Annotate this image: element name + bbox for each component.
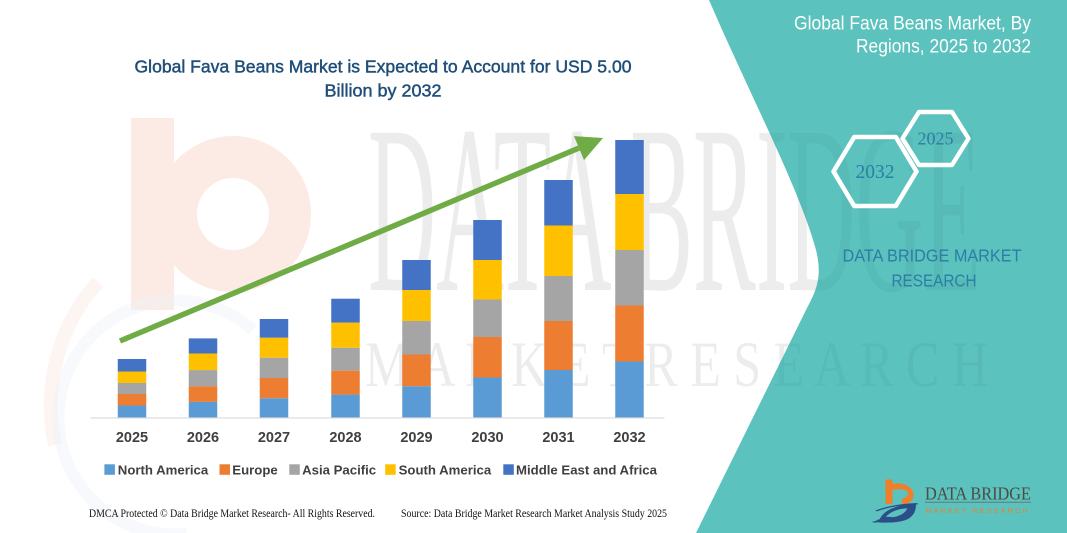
svg-text:Europe: Europe [232, 462, 277, 477]
svg-text:DMCA Protected © Data Bridge M: DMCA Protected © Data Bridge Market Rese… [89, 508, 375, 520]
svg-text:Asia Pacific: Asia Pacific [302, 462, 376, 477]
svg-text:Regions, 2025 to 2032: Regions, 2025 to 2032 [856, 37, 1031, 58]
svg-text:2030: 2030 [471, 430, 503, 446]
svg-text:DATA BRIDGE MARKET: DATA BRIDGE MARKET [843, 246, 1022, 266]
svg-text:2032: 2032 [856, 162, 895, 183]
svg-text:2025: 2025 [918, 129, 954, 149]
svg-text:Source: Data Bridge Market Res: Source: Data Bridge Market Research Mark… [401, 508, 667, 520]
svg-text:RESEARCH: RESEARCH [892, 270, 977, 290]
svg-text:2028: 2028 [329, 430, 361, 446]
svg-text:2031: 2031 [542, 430, 574, 446]
svg-text:Middle East and Africa: Middle East and Africa [516, 462, 658, 477]
svg-text:Billion by 2032: Billion by 2032 [325, 80, 442, 100]
svg-text:North America: North America [118, 462, 209, 477]
svg-text:South America: South America [399, 462, 492, 477]
svg-text:MARKET RESEARCH: MARKET RESEARCH [926, 508, 1031, 515]
svg-text:2025: 2025 [116, 430, 148, 446]
svg-text:2029: 2029 [400, 430, 432, 446]
svg-text:Global Fava Beans Market, By: Global Fava Beans Market, By [794, 14, 1031, 35]
svg-text:2032: 2032 [613, 430, 645, 446]
svg-text:2026: 2026 [187, 430, 219, 446]
svg-text:Global Fava Beans Market is Ex: Global Fava Beans Market is Expected to … [135, 57, 632, 77]
svg-text:2027: 2027 [258, 430, 290, 446]
svg-text:DATA BRIDGE: DATA BRIDGE [925, 483, 1031, 503]
